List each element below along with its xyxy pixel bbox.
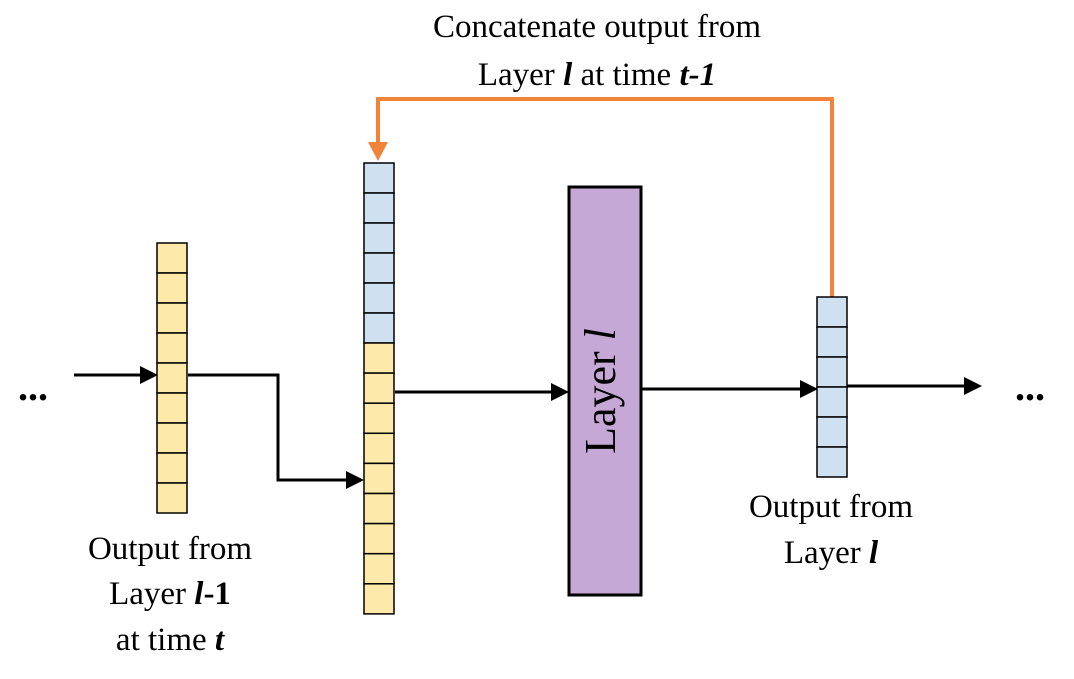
feedback-arrow: [376, 97, 834, 297]
concat-blue-cell: [363, 222, 395, 254]
concat-yellow-cell: [363, 432, 395, 465]
input-vector-cell: [156, 242, 188, 274]
output-vector-cell: [816, 386, 848, 418]
concat-yellow-cell: [363, 372, 395, 404]
concat-yellow-cell: [363, 402, 395, 435]
output-vector-cell: [816, 356, 848, 388]
arrowhead-concat-to-layer: [551, 383, 569, 401]
input-vector-cell: [156, 392, 188, 424]
input-vector-cell: [156, 302, 188, 334]
output-label-line1: Output from: [749, 489, 913, 525]
input-vector-cell: [156, 272, 188, 304]
ellipsis-left: ...: [18, 364, 48, 409]
concat-yellow-cell: [363, 462, 395, 495]
input-vector-layer-l-minus-1: [156, 242, 188, 514]
output-vector-layer-l: [816, 296, 848, 478]
concat-yellow-cell: [363, 552, 395, 585]
output-vector-cell: [816, 296, 848, 328]
input-vector-cell: [156, 422, 188, 454]
arrowhead-input-to-concat: [346, 471, 364, 489]
input-vector-cell: [156, 452, 188, 484]
concat-blue-cell: [363, 192, 395, 224]
input-label-line1: Output from: [88, 531, 252, 567]
concat-blue-cell: [363, 282, 395, 314]
concat-blue-cell: [363, 162, 395, 194]
feedback-arrowhead: [368, 142, 388, 161]
concat-yellow-cell: [363, 522, 395, 555]
output-vector-cell: [816, 446, 848, 478]
arrowhead-into-input: [140, 366, 158, 384]
input-vector-cell: [156, 362, 188, 394]
output-vector-cell: [816, 326, 848, 358]
input-vector-cell: [156, 482, 188, 514]
concat-vector-input-part: [363, 342, 395, 615]
top-label-line1: Concatenate output from: [433, 9, 761, 45]
concat-blue-cell: [363, 312, 395, 344]
concat-yellow-cell: [363, 342, 395, 374]
top-label-line2: Layer l at time t-1: [478, 57, 716, 93]
concat-yellow-cell: [363, 583, 395, 615]
input-label-line2: Layer l-1: [109, 576, 231, 612]
output-vector-cell: [816, 416, 848, 448]
layer-block-label: Layer l: [576, 328, 625, 454]
arrow-input-to-concat: [188, 373, 350, 482]
concat-vector-recurrent-part: [363, 162, 395, 344]
ellipsis-right: ...: [1015, 364, 1045, 409]
input-vector-cell: [156, 332, 188, 364]
input-label-line3: at time t: [116, 622, 225, 658]
layer-block: [567, 185, 643, 597]
concat-blue-cell: [363, 252, 395, 284]
arrowhead-output-onward: [964, 377, 982, 395]
arrowhead-layer-to-output: [800, 380, 818, 398]
output-label-line2: Layer l: [784, 535, 879, 571]
concat-yellow-cell: [363, 492, 395, 525]
